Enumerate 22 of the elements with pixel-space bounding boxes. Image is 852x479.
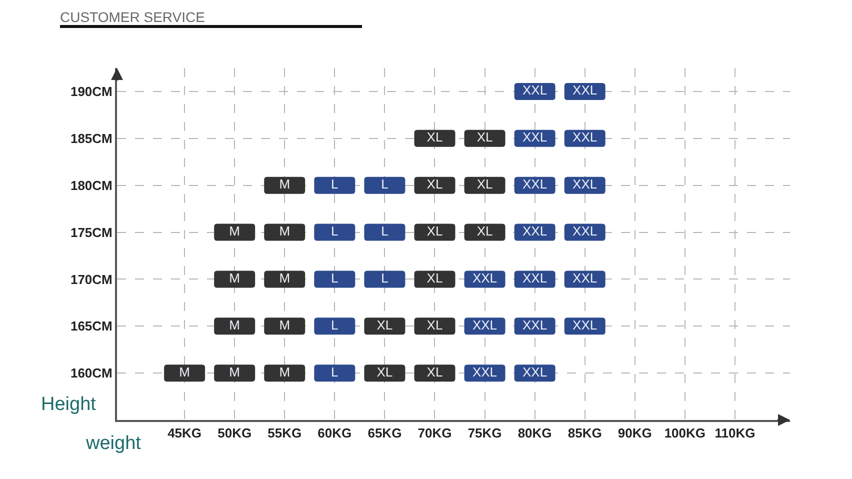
x-tick-label: 50KG (218, 426, 252, 441)
x-tick-label: 55KG (268, 426, 302, 441)
y-tick-label: 175CM (70, 224, 112, 240)
x-tick-label: 75KG (468, 426, 502, 441)
x-tick-label: 100KG (664, 426, 706, 441)
y-axis-title: Height (41, 394, 97, 415)
x-tick-label: 80KG (518, 426, 552, 441)
x-tick-label: 60KG (318, 426, 352, 441)
x-tick-label: 110KG (714, 426, 756, 441)
y-tick-label: 180CM (70, 178, 112, 193)
x-tick-label: 65KG (368, 426, 402, 441)
x-tick-label: 45KG (168, 426, 202, 441)
x-tick-label: 85KG (568, 426, 602, 441)
x-tick-label: 70KG (418, 426, 452, 441)
chart-title: CUSTOMER SERVICE (60, 8, 205, 25)
x-axis-title: weight (85, 433, 142, 454)
y-tick-label: 185CM (70, 130, 112, 146)
y-tick-label: 160CM (70, 366, 112, 381)
x-tick-label: 90KG (618, 426, 652, 441)
y-tick-label: 170CM (70, 272, 112, 287)
y-tick-label: 165CM (70, 318, 112, 334)
y-tick-label: 190CM (70, 84, 112, 100)
